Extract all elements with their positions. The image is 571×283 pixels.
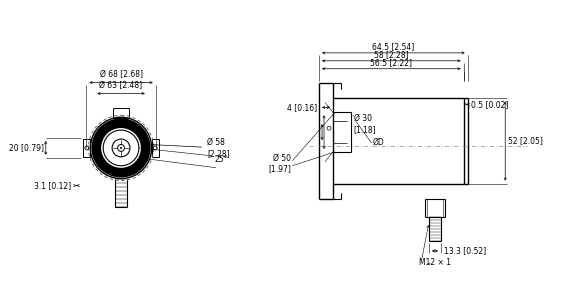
Text: 4 [0.16]: 4 [0.16] xyxy=(287,103,317,112)
Text: 13.3 [0.52]: 13.3 [0.52] xyxy=(444,246,486,256)
Text: M12 × 1: M12 × 1 xyxy=(419,258,451,267)
Text: 0.5 [0.02]: 0.5 [0.02] xyxy=(471,100,508,109)
Circle shape xyxy=(118,144,124,151)
Text: 58 [2.28]: 58 [2.28] xyxy=(374,50,409,59)
Bar xyxy=(83,139,90,157)
Text: Ø 30
[1.18]: Ø 30 [1.18] xyxy=(353,114,376,134)
Text: Ø 58
[2.28]: Ø 58 [2.28] xyxy=(142,138,230,158)
Text: ØD: ØD xyxy=(372,138,384,147)
Text: Ø 63 [2.48]: Ø 63 [2.48] xyxy=(99,82,143,91)
Text: 64.5 [2.54]: 64.5 [2.54] xyxy=(372,42,415,51)
Text: 20 [0.79]: 20 [0.79] xyxy=(9,143,44,153)
Text: 56.5 [2.22]: 56.5 [2.22] xyxy=(371,58,412,67)
Text: 25°: 25° xyxy=(214,155,228,164)
Text: 52 [2.05]: 52 [2.05] xyxy=(508,136,543,145)
Bar xyxy=(152,139,159,157)
Circle shape xyxy=(120,147,122,149)
Text: Ø 68 [2.68]: Ø 68 [2.68] xyxy=(99,71,143,80)
Text: 3.1 [0.12]: 3.1 [0.12] xyxy=(34,181,71,190)
Text: Ø 50
[1.97]: Ø 50 [1.97] xyxy=(268,154,291,173)
